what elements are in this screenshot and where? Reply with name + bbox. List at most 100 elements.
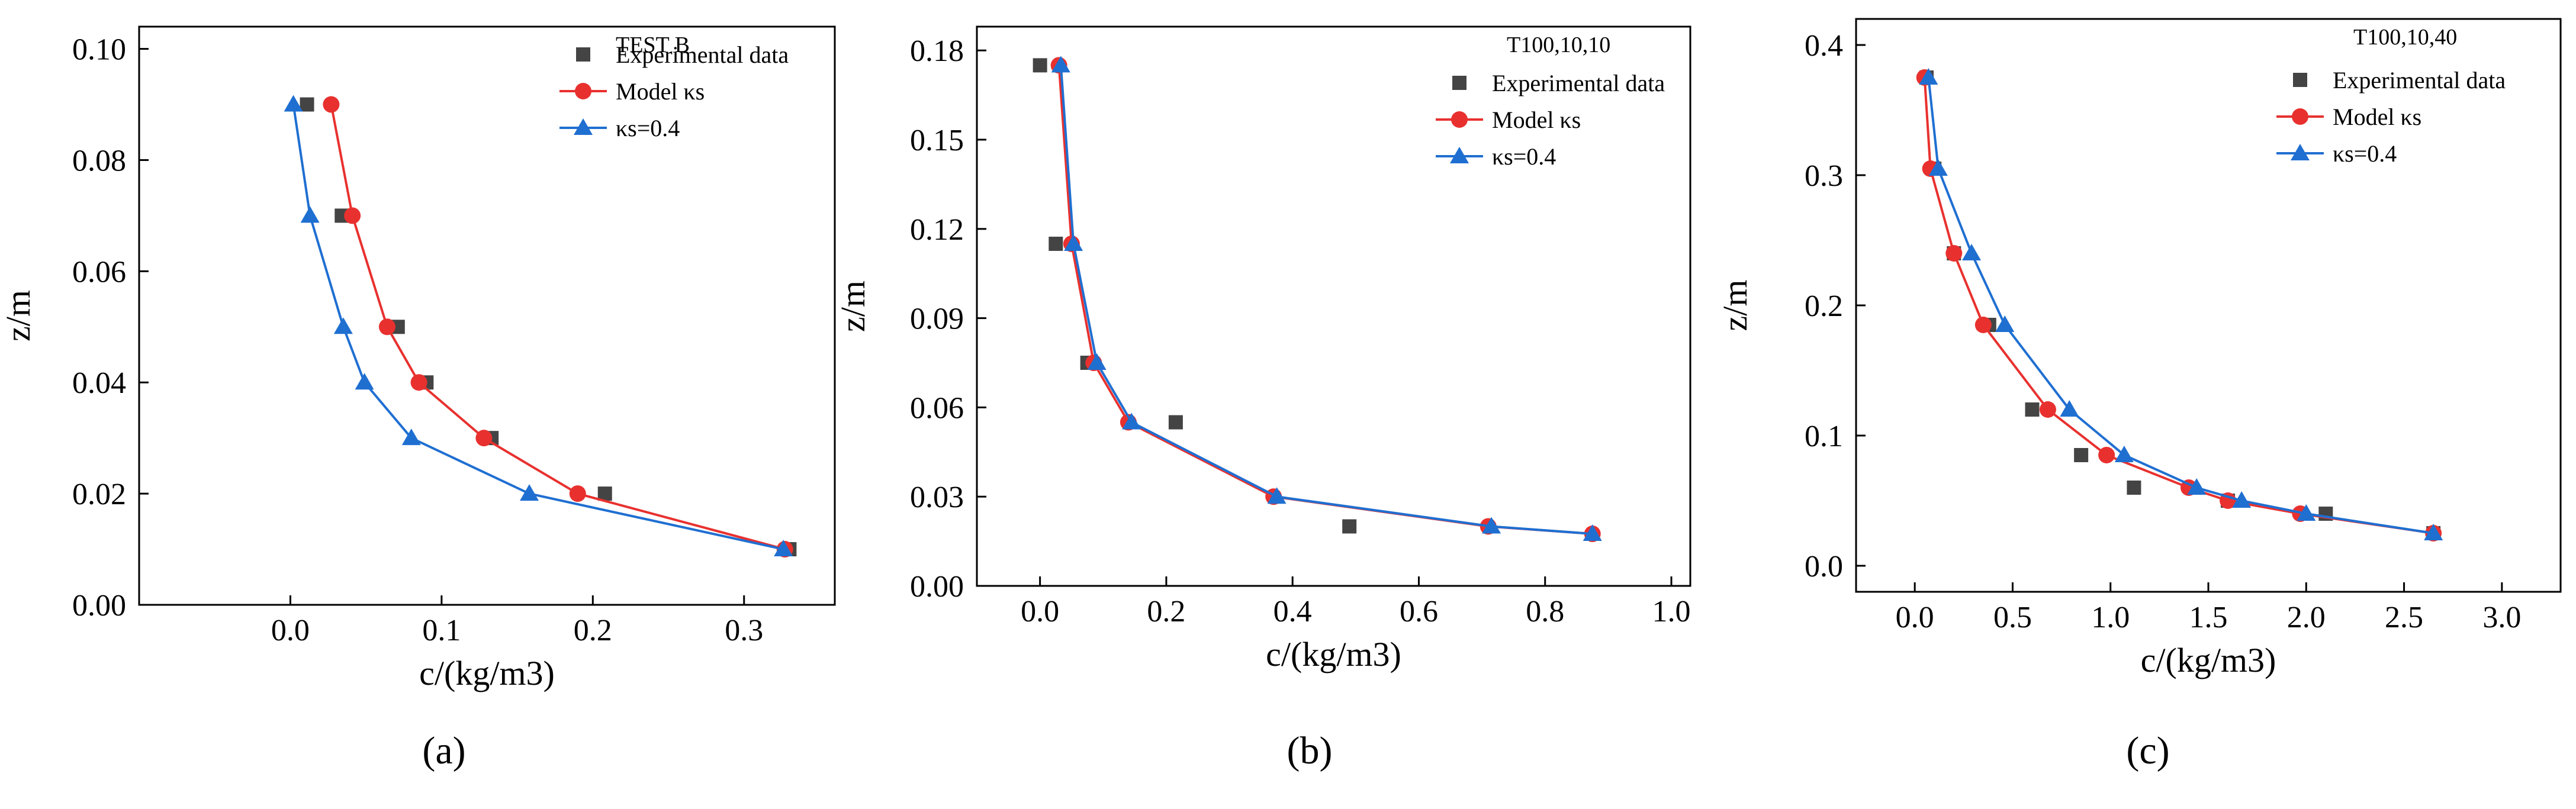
legend-marker: [2291, 144, 2310, 160]
legend-label: Model κs: [616, 78, 705, 105]
legend: Experimental data Model κs κs=0.4: [2276, 67, 2506, 167]
data-point: [2025, 402, 2040, 417]
y-tick-label: 0.09: [910, 302, 964, 336]
legend: Experimental data Model κs κs=0.4: [559, 41, 789, 141]
data-point: [1962, 244, 1982, 260]
data-point: [1919, 68, 1938, 85]
x-tick-label: 2.0: [2287, 601, 2326, 634]
x-tick-label: 3.0: [2482, 601, 2521, 634]
data-point: [774, 540, 793, 557]
data-point: [520, 484, 539, 501]
y-tick-label: 0.4: [1805, 29, 1843, 63]
data-point: [2060, 400, 2079, 417]
data-point: [2098, 447, 2115, 463]
legend: Experimental data Model κs κs=0.4: [1436, 70, 1665, 170]
y-tick-label: 0.08: [72, 144, 126, 178]
series-square: [300, 97, 797, 557]
x-tick-label: 0.4: [1273, 595, 1312, 628]
panel-label: (c): [2126, 729, 2169, 772]
legend-marker: [1450, 147, 1469, 163]
data-point: [569, 485, 586, 502]
data-point: [355, 373, 374, 390]
y-axis-title: z/m: [834, 281, 872, 332]
y-tick-label: 0.00: [910, 570, 964, 604]
data-point: [410, 374, 427, 391]
data-point: [344, 207, 361, 224]
data-point: [333, 317, 353, 334]
y-tick-label: 0.03: [910, 481, 964, 514]
y-tick-label: 0.00: [72, 589, 126, 623]
data-point: [2297, 504, 2316, 521]
legend-label: Model κs: [2333, 104, 2421, 130]
plot-frame: [976, 25, 1691, 587]
x-axis-title: c/(kg/m3): [2141, 641, 2276, 679]
y-axis-title: z/m: [1716, 280, 1754, 331]
panel-label: (a): [422, 729, 465, 772]
data-point: [2187, 478, 2207, 495]
panel-1: 0.0 0.1 0.2 0.3 0.00 0.02 0.04 0.06 0.08 0.10 c/(k…: [0, 25, 836, 772]
legend-label: Model κs: [1492, 107, 1581, 133]
series-line: [1927, 77, 2434, 534]
data-point: [284, 95, 303, 112]
legend-marker: [1452, 76, 1467, 90]
y-tick-label: 0.02: [72, 478, 126, 511]
series-line: [1923, 77, 2434, 534]
legend-label: κs=0.4: [2333, 140, 2397, 167]
data-point: [2127, 481, 2141, 495]
x-tick-label: 0.3: [725, 614, 763, 647]
legend-marker: [2292, 108, 2308, 125]
legend-label: Experimental data: [1492, 70, 1665, 96]
y-tick-label: 0.12: [910, 213, 964, 247]
x-tick-label: 0.5: [1993, 601, 2032, 634]
data-point: [1033, 58, 1047, 73]
y-tick-label: 0.10: [72, 33, 126, 67]
data-point: [323, 96, 340, 113]
data-point: [300, 97, 314, 112]
y-tick-label: 0.1: [1805, 420, 1843, 453]
series-triangle: [1051, 56, 1602, 542]
series-line: [292, 104, 784, 551]
panel-3: 0.0 0.5 1.0 1.5 2.0 2.5 3.0 0.0 0.1 0.2 0.3 0.4 c/(k…: [1716, 18, 2562, 772]
data-point: [1049, 236, 1063, 251]
data-point: [2424, 524, 2443, 540]
data-point: [1928, 159, 1948, 176]
y-axis-title: z/m: [0, 290, 37, 341]
legend-label: κs=0.4: [1492, 143, 1556, 170]
data-point: [1122, 412, 1141, 430]
x-tick-label: 0.6: [1400, 595, 1438, 628]
series-triangle: [1919, 68, 2443, 540]
panel-label: (b): [1287, 729, 1333, 772]
data-point: [378, 318, 395, 336]
x-tick-label: 1.5: [2189, 601, 2228, 634]
y-tick-label: 0.15: [910, 124, 964, 157]
data-point: [1267, 487, 1287, 504]
y-tick-label: 0.06: [910, 391, 964, 425]
x-tick-label: 1.0: [2091, 601, 2130, 634]
x-tick-label: 0.0: [1021, 595, 1059, 628]
data-point: [1087, 353, 1107, 370]
panel-title: T100,10,40: [2353, 25, 2457, 50]
x-tick-label: 0.2: [1147, 595, 1185, 628]
data-point: [1482, 517, 1501, 534]
x-tick-label: 0.0: [1896, 601, 1934, 634]
series-triangle: [284, 95, 793, 557]
x-tick-label: 0.0: [271, 614, 310, 647]
x-tick-label: 1.0: [1652, 595, 1691, 628]
series-line: [1057, 65, 1593, 536]
data-point: [1342, 519, 1357, 534]
legend-label: Experimental data: [2333, 67, 2506, 94]
y-tick-label: 0.2: [1805, 289, 1843, 323]
y-tick-label: 0.0: [1805, 550, 1843, 584]
legend-marker: [576, 47, 590, 62]
legend-label: κs=0.4: [616, 115, 680, 141]
panel-title: TEST B: [616, 33, 690, 57]
panel-2: 0.0 0.2 0.4 0.6 0.8 1.0 0.00 0.03 0.06 0.09 0.12 0.…: [834, 25, 1691, 772]
data-point: [1064, 234, 1083, 251]
y-tick-label: 0.04: [72, 366, 126, 400]
data-point: [1583, 524, 1602, 542]
plot-frame: [138, 25, 836, 606]
data-point: [1995, 315, 2015, 332]
data-point: [2114, 446, 2134, 462]
x-tick-label: 0.1: [422, 614, 461, 647]
